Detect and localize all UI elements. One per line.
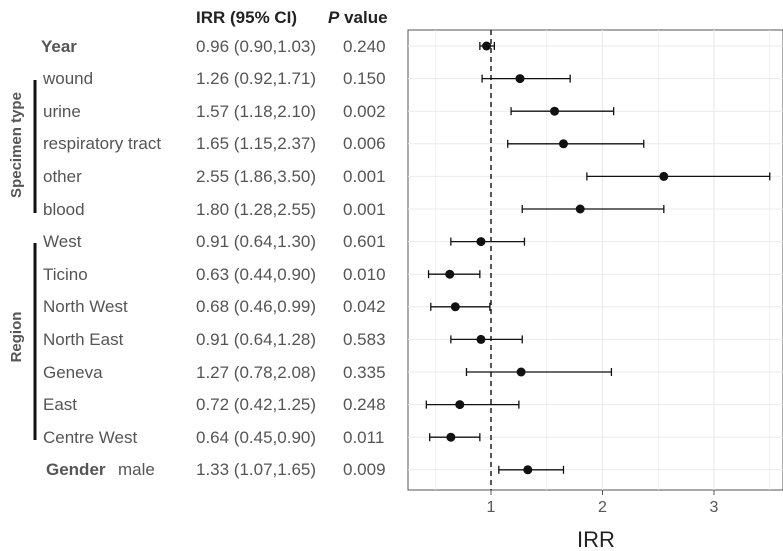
- irr-ci-value: 0.96 (0.90,1.03): [196, 36, 317, 56]
- table-row: North West 0.68 (0.46,0.99) 0.042: [0, 290, 420, 323]
- irr-ci-value: 0.91 (0.64,1.28): [196, 329, 317, 349]
- irr-ci-value: 1.80 (1.28,2.55): [196, 199, 317, 219]
- estimate-point: [558, 139, 568, 149]
- table-row: Year 0.96 (0.90,1.03) 0.240: [0, 30, 420, 63]
- estimate-point: [482, 41, 492, 51]
- p-value: 0.006: [343, 134, 386, 154]
- table-row: North East 0.91 (0.64,1.28) 0.583: [0, 323, 420, 356]
- p-value-word: value: [339, 8, 388, 27]
- x-tick-label: 2: [598, 499, 607, 516]
- p-value: 0.010: [343, 264, 386, 284]
- table-row: Geneva 1.27 (0.78,2.08) 0.335: [0, 356, 420, 389]
- p-value: 0.001: [343, 166, 386, 186]
- table-row: urine 1.57 (1.18,2.10) 0.002: [0, 95, 420, 128]
- irr-ci-value: 1.26 (0.92,1.71): [196, 69, 317, 89]
- p-value: 0.011: [343, 427, 385, 447]
- p-value: 0.583: [343, 329, 386, 349]
- row-label: urine: [43, 101, 81, 121]
- irr-ci-value: 0.91 (0.64,1.30): [196, 232, 317, 252]
- plot-panel: [407, 29, 783, 491]
- x-tick-label: 1: [487, 499, 496, 516]
- irr-ci-value: 0.72 (0.42,1.25): [196, 395, 317, 415]
- p-value: 0.042: [343, 297, 386, 317]
- row-label: Gender: [46, 460, 106, 480]
- table-row: other 2.55 (1.86,3.50) 0.001: [0, 160, 420, 193]
- estimate-point: [550, 106, 560, 116]
- row-label: West: [43, 232, 82, 252]
- row-label: North West: [43, 297, 128, 317]
- estimate-point: [455, 400, 465, 410]
- row-label: Ticino: [43, 264, 88, 284]
- row-label: North East: [43, 329, 124, 349]
- p-value: 0.002: [343, 101, 386, 121]
- estimate-point: [476, 334, 486, 344]
- p-value: 0.248: [343, 395, 386, 415]
- x-axis-title: IRR: [577, 527, 615, 551]
- table-row: West 0.91 (0.64,1.30) 0.601: [0, 225, 420, 258]
- estimate-point: [575, 204, 585, 214]
- p-column-header: P value: [328, 8, 388, 28]
- irr-ci-value: 1.27 (0.78,2.08): [196, 362, 317, 382]
- estimate-point: [445, 269, 455, 279]
- row-label: Year: [41, 36, 77, 56]
- p-value: 0.601: [343, 232, 386, 252]
- p-value: 0.150: [343, 69, 386, 89]
- table-row: Centre West 0.64 (0.45,0.90) 0.011: [0, 421, 420, 454]
- irr-ci-value: 2.55 (1.86,3.50): [196, 166, 317, 186]
- irr-ci-value: 0.63 (0.44,0.90): [196, 264, 317, 284]
- estimate-point: [476, 237, 486, 247]
- table-row: Gender male 1.33 (1.07,1.65) 0.009: [0, 453, 420, 486]
- table-row: East 0.72 (0.42,1.25) 0.248: [0, 388, 420, 421]
- row-label: Geneva: [43, 362, 103, 382]
- estimate-point: [446, 432, 456, 442]
- row-label: respiratory tract: [43, 134, 162, 154]
- estimate-point: [523, 465, 533, 475]
- row-label: East: [43, 395, 78, 415]
- irr-ci-value: 0.64 (0.45,0.90): [196, 427, 317, 447]
- p-value: 0.001: [343, 199, 386, 219]
- irr-ci-value: 1.33 (1.07,1.65): [196, 460, 317, 480]
- p-value: 0.009: [343, 460, 386, 480]
- table-row: Ticino 0.63 (0.44,0.90) 0.010: [0, 258, 420, 291]
- table-row: respiratory tract 1.65 (1.15,2.37) 0.006: [0, 127, 420, 160]
- row-label: Centre West: [43, 427, 138, 447]
- estimate-point: [516, 367, 526, 377]
- estimate-point: [659, 171, 669, 181]
- row-label: wound: [43, 69, 94, 89]
- p-value: 0.240: [343, 36, 386, 56]
- ci-column-header: IRR (95% CI): [196, 8, 298, 27]
- table-row: wound 1.26 (0.92,1.71) 0.150: [0, 62, 420, 95]
- x-tick-label: 3: [710, 499, 719, 516]
- row-sublabel: male: [118, 460, 155, 480]
- p-italic: P: [328, 8, 340, 27]
- row-label: other: [43, 166, 82, 186]
- estimate-point: [515, 74, 525, 84]
- irr-ci-value: 0.68 (0.46,0.99): [196, 297, 317, 317]
- row-label: blood: [43, 199, 85, 219]
- estimate-point: [450, 302, 460, 312]
- table-row: blood 1.80 (1.28,2.55) 0.001: [0, 193, 420, 226]
- p-value: 0.335: [343, 362, 386, 382]
- irr-ci-value: 1.65 (1.15,2.37): [196, 134, 317, 154]
- irr-ci-value: 1.57 (1.18,2.10): [196, 101, 317, 121]
